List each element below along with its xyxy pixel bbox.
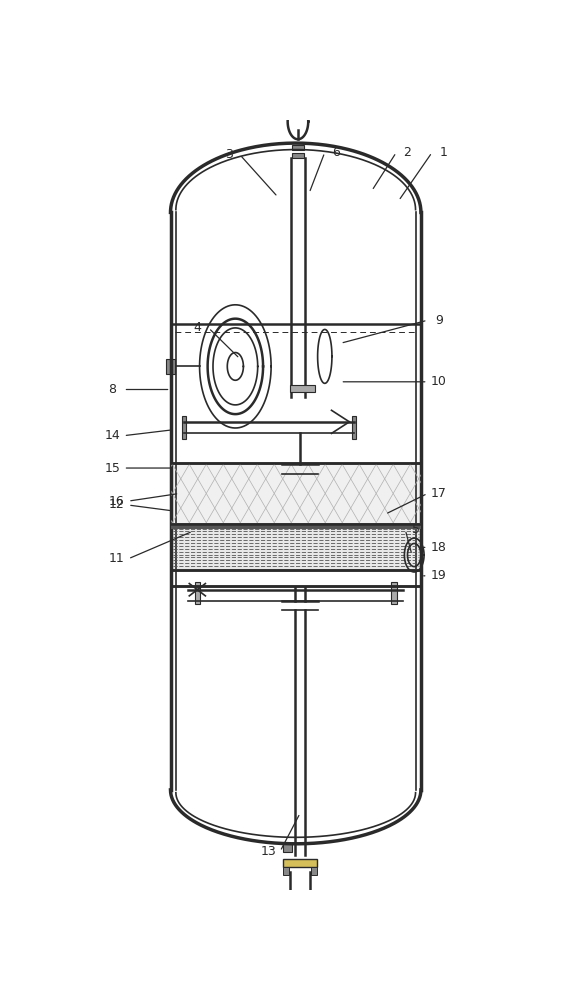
- Bar: [290, 385, 314, 392]
- Text: 19: 19: [431, 569, 447, 582]
- Text: 5: 5: [413, 523, 421, 536]
- Text: 11: 11: [109, 552, 125, 565]
- Text: 18: 18: [431, 541, 447, 554]
- Text: 2: 2: [403, 146, 411, 159]
- Bar: [171, 523, 421, 529]
- Bar: [292, 145, 304, 150]
- Bar: [292, 153, 304, 158]
- Text: 4: 4: [193, 321, 201, 334]
- Text: 10: 10: [431, 375, 447, 388]
- Bar: [171, 463, 421, 524]
- Bar: [182, 416, 186, 439]
- Bar: [283, 867, 290, 875]
- Text: 12: 12: [109, 498, 125, 512]
- Text: 15: 15: [104, 462, 121, 475]
- Text: 9: 9: [435, 314, 443, 327]
- Bar: [283, 859, 317, 867]
- Bar: [391, 582, 397, 604]
- Text: 17: 17: [431, 487, 447, 500]
- Text: 8: 8: [108, 383, 117, 396]
- Bar: [171, 524, 421, 570]
- Bar: [283, 843, 292, 852]
- Text: 6: 6: [332, 146, 340, 159]
- Bar: [311, 867, 317, 875]
- Text: 16: 16: [109, 495, 125, 508]
- Text: 13: 13: [261, 845, 277, 858]
- Bar: [194, 582, 200, 604]
- Text: 1: 1: [439, 146, 447, 159]
- Bar: [351, 416, 356, 439]
- Bar: [166, 359, 175, 374]
- Text: 3: 3: [224, 148, 233, 161]
- Text: 14: 14: [104, 429, 120, 442]
